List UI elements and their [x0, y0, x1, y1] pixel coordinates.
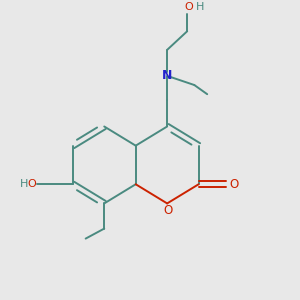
Text: O: O — [28, 179, 37, 189]
Text: O: O — [163, 204, 172, 217]
Text: O: O — [229, 178, 239, 191]
Text: H: H — [20, 179, 28, 189]
Text: O: O — [184, 2, 193, 12]
Text: H: H — [196, 2, 204, 12]
Text: N: N — [162, 68, 172, 82]
